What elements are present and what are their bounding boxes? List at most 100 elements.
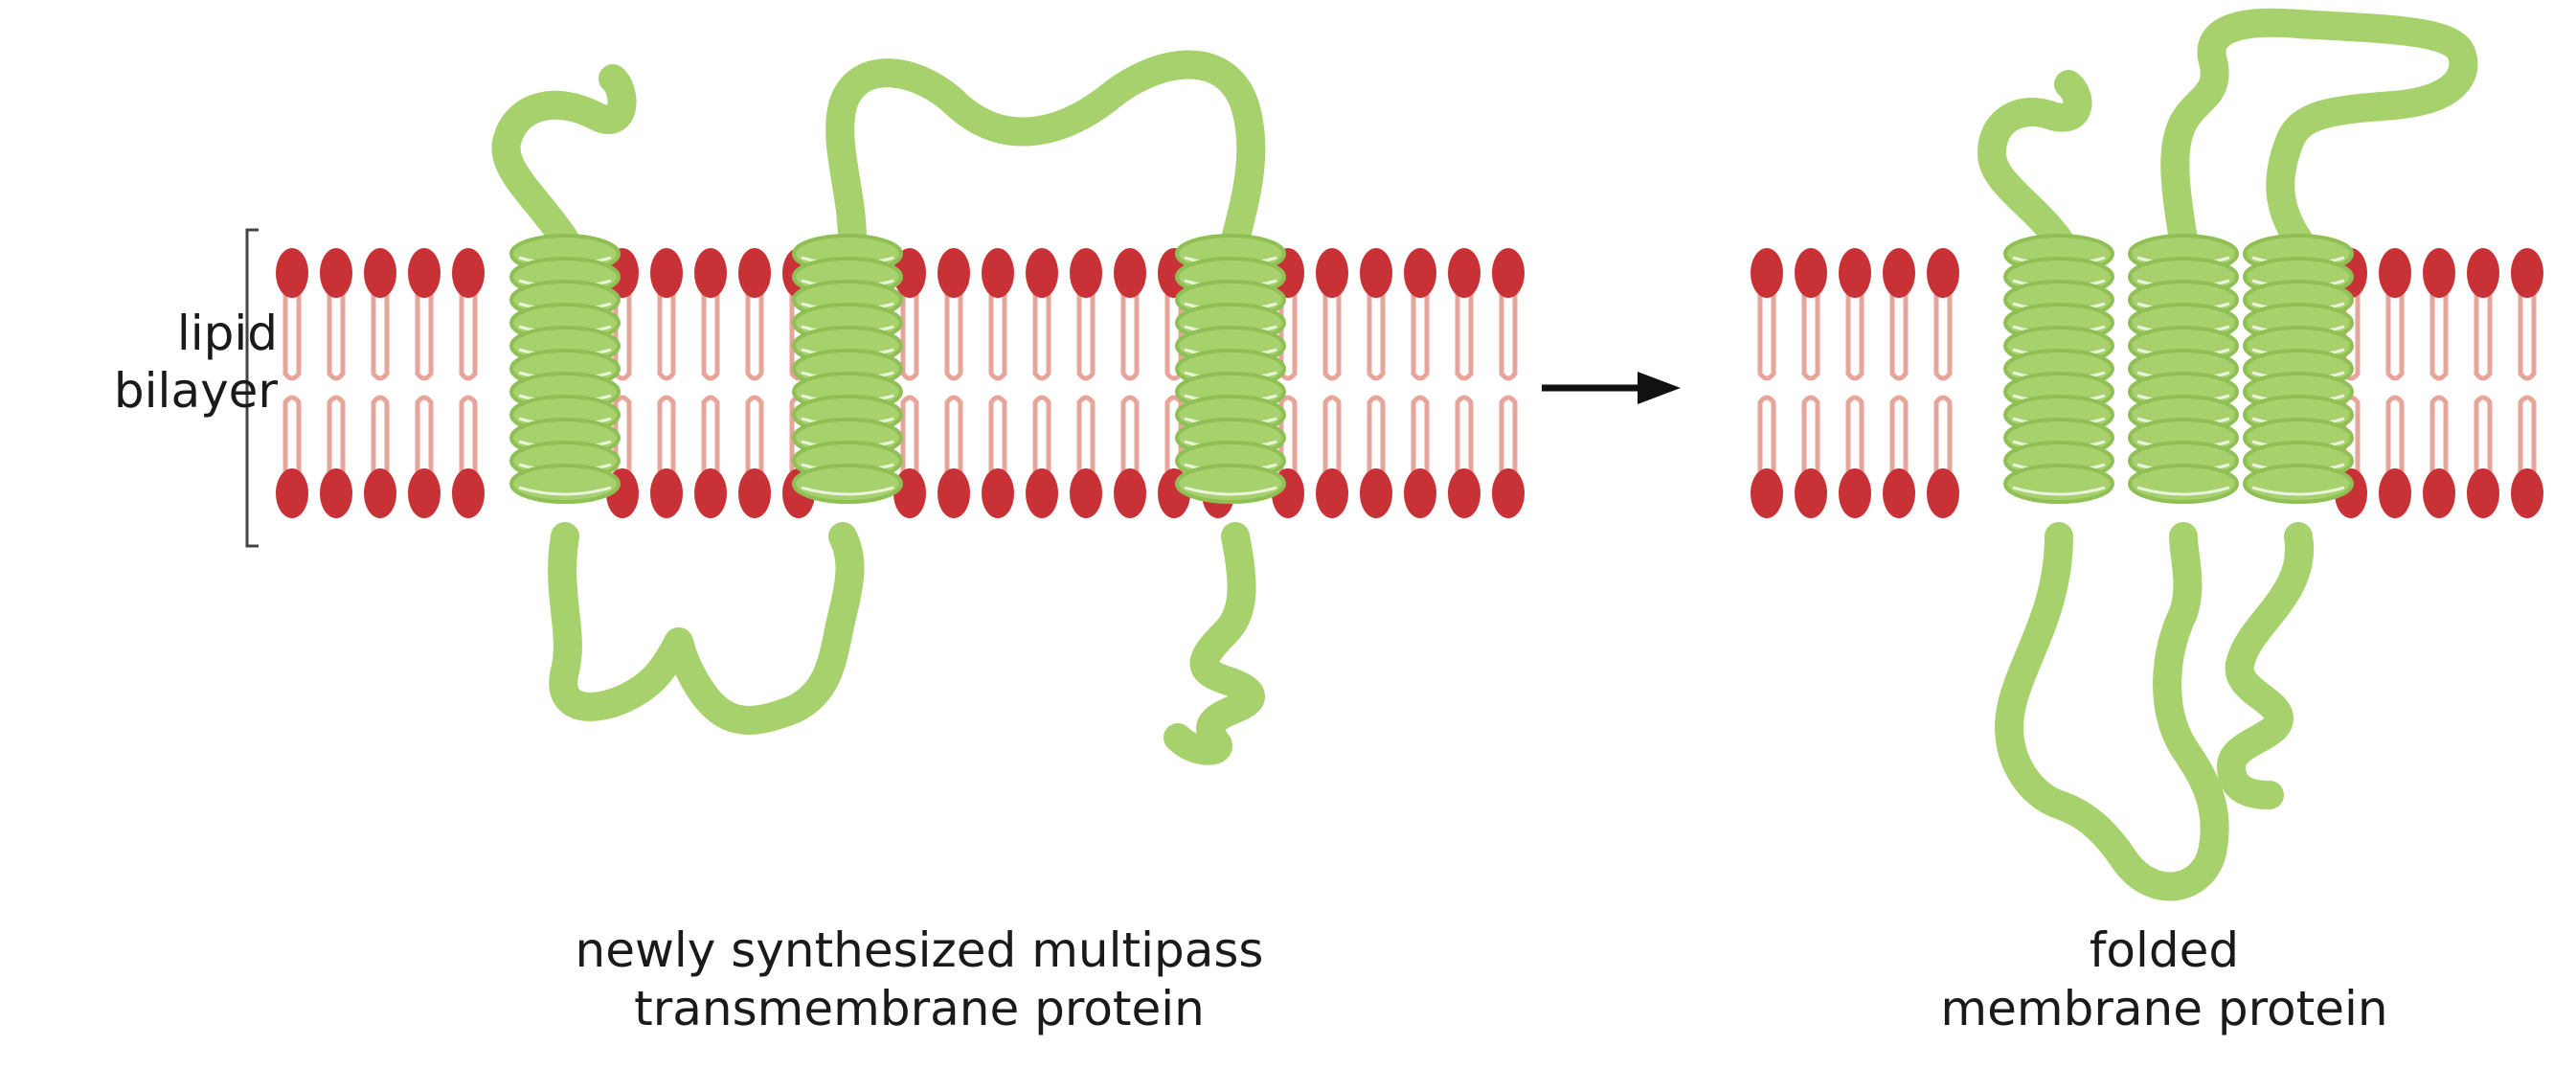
transmembrane-helix-2 — [792, 234, 903, 504]
lipid-head-top — [276, 248, 308, 298]
folded-protein-caption: folded membrane protein — [1819, 921, 2509, 1038]
lipid-tail-top — [1120, 287, 1140, 381]
lipid-head-top — [694, 248, 727, 298]
lipid-tail-bottom — [1032, 395, 1051, 479]
lipid-molecule — [1114, 248, 1146, 518]
lipid-tail-bottom — [1499, 395, 1518, 479]
lipid-head-bottom — [650, 468, 683, 518]
lipid-head-top — [1795, 248, 1827, 298]
lipid-tail-bottom — [2429, 395, 2449, 479]
unfolded-protein-chain — [491, 50, 1266, 765]
bilayer-label-line2: bilayer — [113, 363, 278, 419]
lipid-molecule — [1795, 248, 1827, 518]
unfolded-caption-line2: transmembrane protein — [634, 981, 1205, 1036]
lipid-tail-bottom — [1164, 395, 1184, 479]
lipid-tail-bottom — [745, 395, 764, 479]
helix-turn — [792, 464, 903, 504]
lipid-head-bottom — [1492, 468, 1525, 518]
folded-caption-line2: membrane protein — [1940, 981, 2388, 1036]
lipid-tail-top — [2518, 287, 2537, 381]
transmembrane-helix-1 — [509, 234, 621, 504]
lipid-tail-bottom — [1757, 395, 1776, 479]
lipid-molecule — [1492, 248, 1525, 518]
helix-turn-highlight — [518, 486, 612, 496]
lipid-molecule — [1927, 248, 1959, 518]
lipid-molecule — [1360, 248, 1392, 518]
lipid-tail-bottom — [2474, 395, 2493, 479]
helix-turn — [2003, 464, 2114, 504]
lipid-molecule — [694, 248, 727, 518]
lipid-head-top — [2423, 248, 2455, 298]
lipid-tail-top — [327, 287, 346, 381]
lipid-head-top — [1448, 248, 1480, 298]
lipid-tail-bottom — [327, 395, 346, 479]
lipid-tail-bottom — [1933, 395, 1953, 479]
helix-turn-highlight — [1184, 486, 1277, 496]
lipid-molecule — [1751, 248, 1783, 518]
folded-cytoplasmic-loop — [1995, 522, 2229, 901]
lipid-molecule — [276, 248, 308, 518]
lipid-tail-top — [1757, 287, 1776, 381]
transmembrane-helices — [509, 234, 2354, 504]
lipid-head-top — [982, 248, 1014, 298]
lipid-tail-top — [2429, 287, 2449, 381]
lipid-tail-top — [988, 287, 1007, 381]
lipid-head-bottom — [2467, 468, 2499, 518]
lipid-tail-bottom — [1120, 395, 1140, 479]
lipid-tail-bottom — [1367, 395, 1386, 479]
lipid-molecule — [982, 248, 1014, 518]
lipid-head-top — [1927, 248, 1959, 298]
lipid-head-top — [1492, 248, 1525, 298]
lipid-tail-bottom — [1278, 395, 1298, 479]
lipid-head-bottom — [2423, 468, 2455, 518]
lipid-tail-bottom — [371, 395, 390, 479]
lipid-tail-bottom — [1411, 395, 1430, 479]
lipid-head-top — [452, 248, 485, 298]
bilayer-label-line1: lipid — [176, 306, 278, 361]
lipid-molecule — [1316, 248, 1348, 518]
lipid-tail-top — [1889, 287, 1909, 381]
lipid-head-top — [1114, 248, 1146, 298]
lipid-molecule — [1839, 248, 1871, 518]
helix-turn — [509, 464, 621, 504]
lipid-head-top — [1883, 248, 1915, 298]
lipid-tail-bottom — [2385, 395, 2405, 479]
lipid-tail-bottom — [1455, 395, 1474, 479]
lipid-bilayer-label: lipid bilayer — [57, 305, 278, 420]
lipid-tail-bottom — [415, 395, 434, 479]
folded-extracellular-loop — [2160, 8, 2478, 254]
lipid-tail-bottom — [1322, 395, 1342, 479]
lipid-head-bottom — [1070, 468, 1102, 518]
lipid-head-bottom — [938, 468, 970, 518]
lipid-molecule — [452, 248, 485, 518]
unfolded-protein-caption: newly synthesized multipass transmembran… — [364, 921, 1475, 1038]
lipid-head-bottom — [1316, 468, 1348, 518]
folded-c-terminal-tail — [2217, 522, 2315, 809]
helix-turn-highlight — [801, 486, 894, 496]
lipid-head-top — [408, 248, 441, 298]
helix-turn — [1175, 464, 1286, 504]
unfolded-caption-line1: newly synthesized multipass — [575, 922, 1264, 978]
lipid-molecule — [650, 248, 683, 518]
lipid-head-top — [893, 248, 926, 298]
lipid-head-bottom — [1927, 468, 1959, 518]
lipid-head-top — [650, 248, 683, 298]
lipid-head-bottom — [364, 468, 396, 518]
lipid-head-bottom — [320, 468, 352, 518]
lipid-head-bottom — [982, 468, 1014, 518]
lipid-tail-top — [415, 287, 434, 381]
lipid-molecule — [1448, 248, 1480, 518]
lipid-tail-bottom — [701, 395, 720, 479]
lipid-tail-top — [1411, 287, 1430, 381]
lipid-head-top — [1070, 248, 1102, 298]
lipid-tail-bottom — [2518, 395, 2537, 479]
extracellular-loop-1 — [825, 50, 1266, 254]
helix-turn — [2128, 464, 2239, 504]
folded-n-terminal-loop — [1977, 70, 2092, 254]
lipid-molecule — [1026, 248, 1058, 518]
lipid-head-bottom — [1026, 468, 1058, 518]
folded-helix-1 — [2003, 234, 2114, 504]
lipid-tail-bottom — [459, 395, 478, 479]
lipid-tail-top — [2474, 287, 2493, 381]
lipid-head-top — [1404, 248, 1436, 298]
